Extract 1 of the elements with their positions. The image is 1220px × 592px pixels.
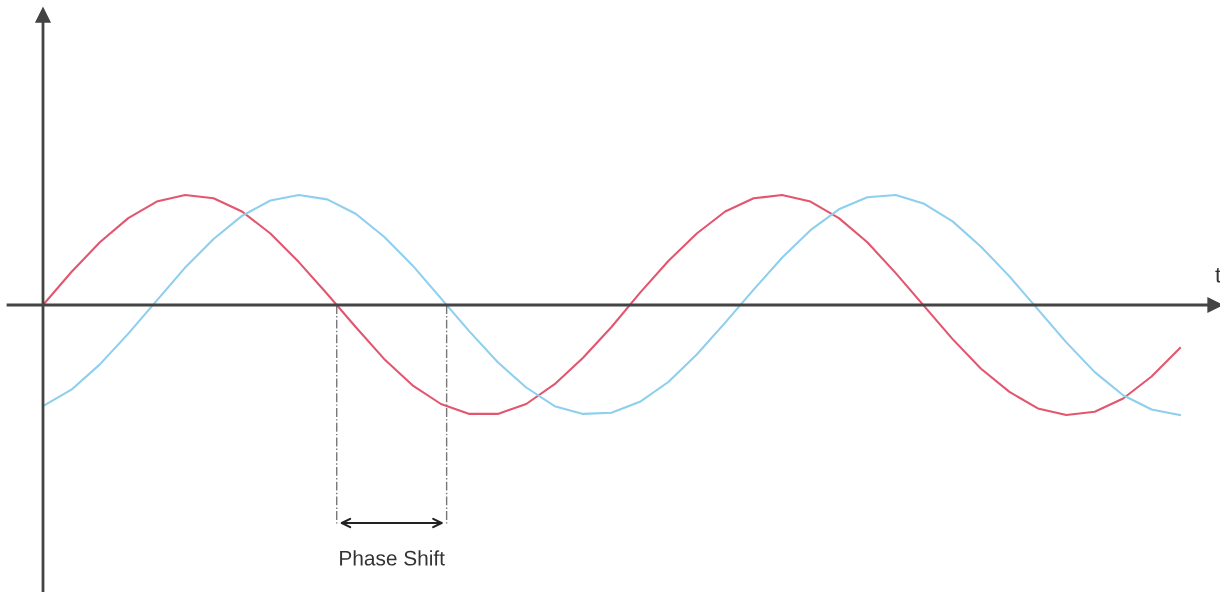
text: Phase Shift [340, 550, 445, 566]
